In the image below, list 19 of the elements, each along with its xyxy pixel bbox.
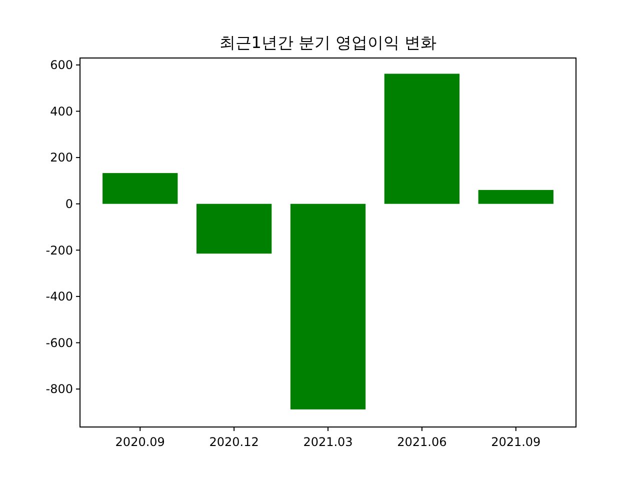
y-tick-label: 0: [65, 197, 73, 212]
bar: [290, 204, 366, 410]
bar: [196, 204, 272, 254]
y-tick-label: -400: [46, 290, 73, 304]
x-tick-label: 2021.06: [397, 435, 447, 449]
y-tick-label: 600: [50, 58, 73, 72]
x-tick-label: 2020.09: [115, 435, 165, 449]
bar: [384, 74, 460, 204]
y-tick-label: -200: [46, 243, 73, 258]
bar: [478, 190, 554, 204]
x-tick-label: 2020.12: [209, 435, 259, 449]
x-tick-label: 2021.09: [491, 435, 541, 449]
chart-title: 최근1년간 분기 영업이익 변화: [219, 33, 437, 52]
x-tick-label: 2021.03: [303, 435, 353, 449]
y-tick-label: -800: [46, 382, 73, 396]
y-tick-label: 400: [50, 104, 73, 118]
bar: [102, 173, 178, 204]
y-tick-label: -600: [46, 336, 73, 350]
y-tick-label: 200: [50, 150, 73, 165]
